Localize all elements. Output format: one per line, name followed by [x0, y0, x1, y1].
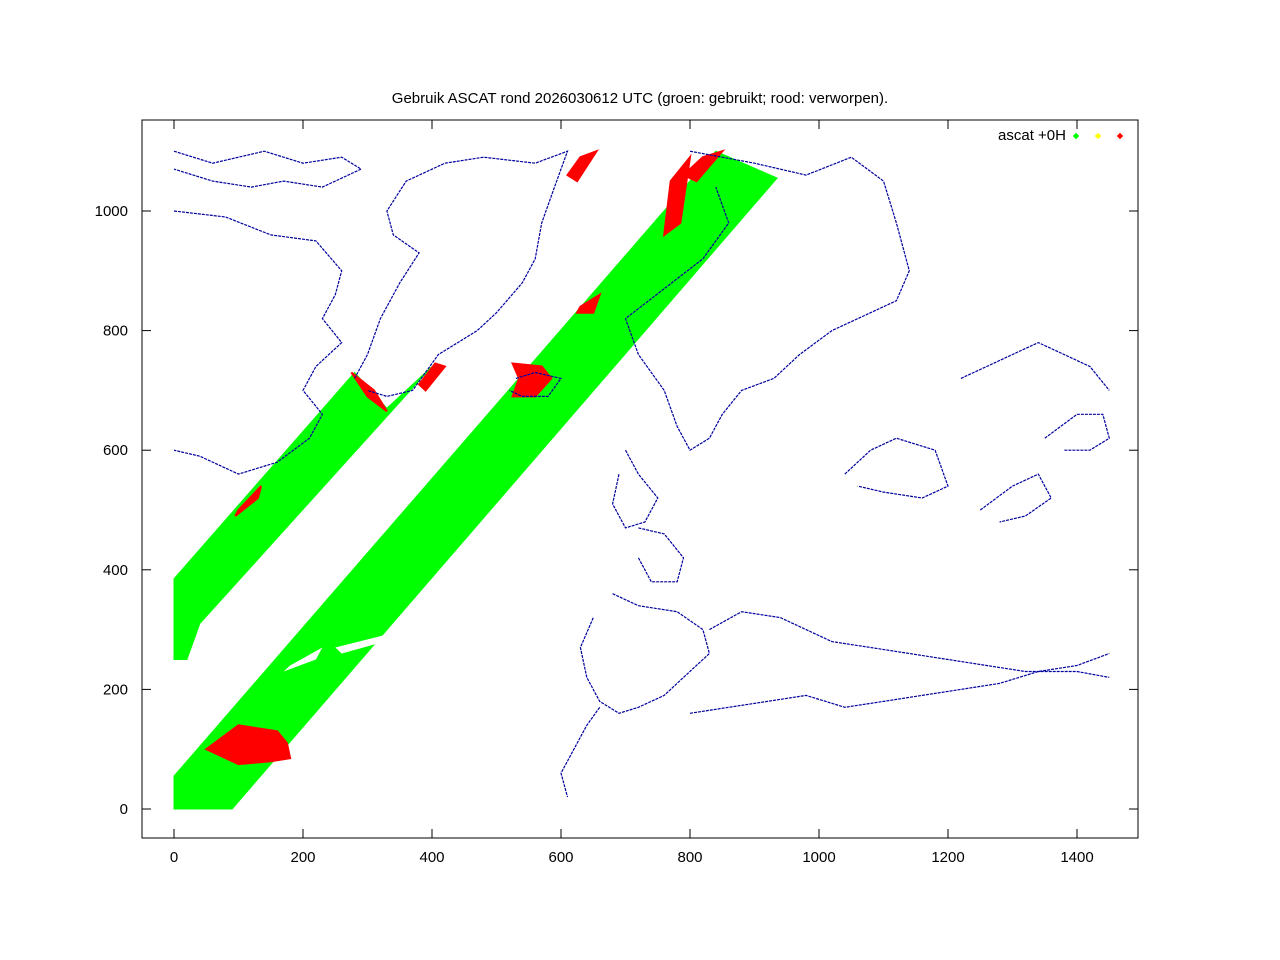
- legend-label-ascat: ascat +0H: [998, 127, 1066, 144]
- coastline-13: [979, 473, 1052, 523]
- plot-content: [173, 149, 1110, 810]
- rejected-region-2: [350, 371, 388, 413]
- coastline-4: [624, 150, 910, 452]
- coastline-8: [709, 611, 1110, 678]
- coastline-9: [560, 706, 601, 798]
- x-tick-label-1400: 1400: [1060, 849, 1093, 866]
- coastline-1: [173, 210, 343, 475]
- coastline-11: [844, 437, 949, 499]
- x-tick-label-800: 800: [677, 849, 702, 866]
- coastline-14: [1044, 413, 1110, 451]
- chart-title: Gebruik ASCAT rond 2026030612 UTC (groen…: [392, 90, 888, 107]
- x-tick-label-400: 400: [419, 849, 444, 866]
- plot-area: 0 200 400 600 800 1000 1200 1400 0 200 400 600 800 10…: [95, 119, 1139, 866]
- coastline-12: [960, 341, 1110, 391]
- rejected-region-7: [662, 153, 692, 238]
- rejected-region-0: [204, 724, 292, 766]
- coastline-6: [637, 527, 685, 583]
- y-tick-label-600: 600: [103, 442, 128, 459]
- coastline-2: [354, 150, 569, 398]
- rejected-region-1: [234, 485, 263, 517]
- plot-frame: [141, 119, 1139, 839]
- y-tick-label-400: 400: [103, 562, 128, 579]
- x-tick-label-1200: 1200: [931, 849, 964, 866]
- legend: ascat +0H: [998, 127, 1124, 144]
- swath-used-0: [173, 366, 433, 660]
- coastline-7: [579, 593, 711, 714]
- y-tick-label-1000: 1000: [95, 203, 128, 220]
- y-tick-label-200: 200: [103, 681, 128, 698]
- coastline-10: [689, 652, 1110, 714]
- swath-used-1: [173, 150, 778, 810]
- x-tick-label-600: 600: [548, 849, 573, 866]
- coastline-5: [611, 449, 659, 529]
- legend-marker-0: [1072, 132, 1080, 140]
- rejected-region-5: [566, 149, 599, 183]
- rejected-region-3: [417, 362, 447, 392]
- y-tick-label-0: 0: [120, 801, 128, 818]
- legend-marker-2: [1116, 132, 1124, 140]
- coastline-3: [509, 371, 563, 397]
- swath-gap-0: [335, 629, 407, 654]
- x-tick-label-0: 0: [170, 849, 178, 866]
- x-tick-label-1000: 1000: [802, 849, 835, 866]
- legend-marker-1: [1094, 132, 1102, 140]
- y-tick-label-800: 800: [103, 323, 128, 340]
- rejected-region-8: [681, 149, 726, 183]
- rejected-region-6: [575, 292, 602, 314]
- x-tick-label-200: 200: [290, 849, 315, 866]
- coastline-0: [173, 150, 363, 188]
- swath-gap-1: [283, 647, 323, 672]
